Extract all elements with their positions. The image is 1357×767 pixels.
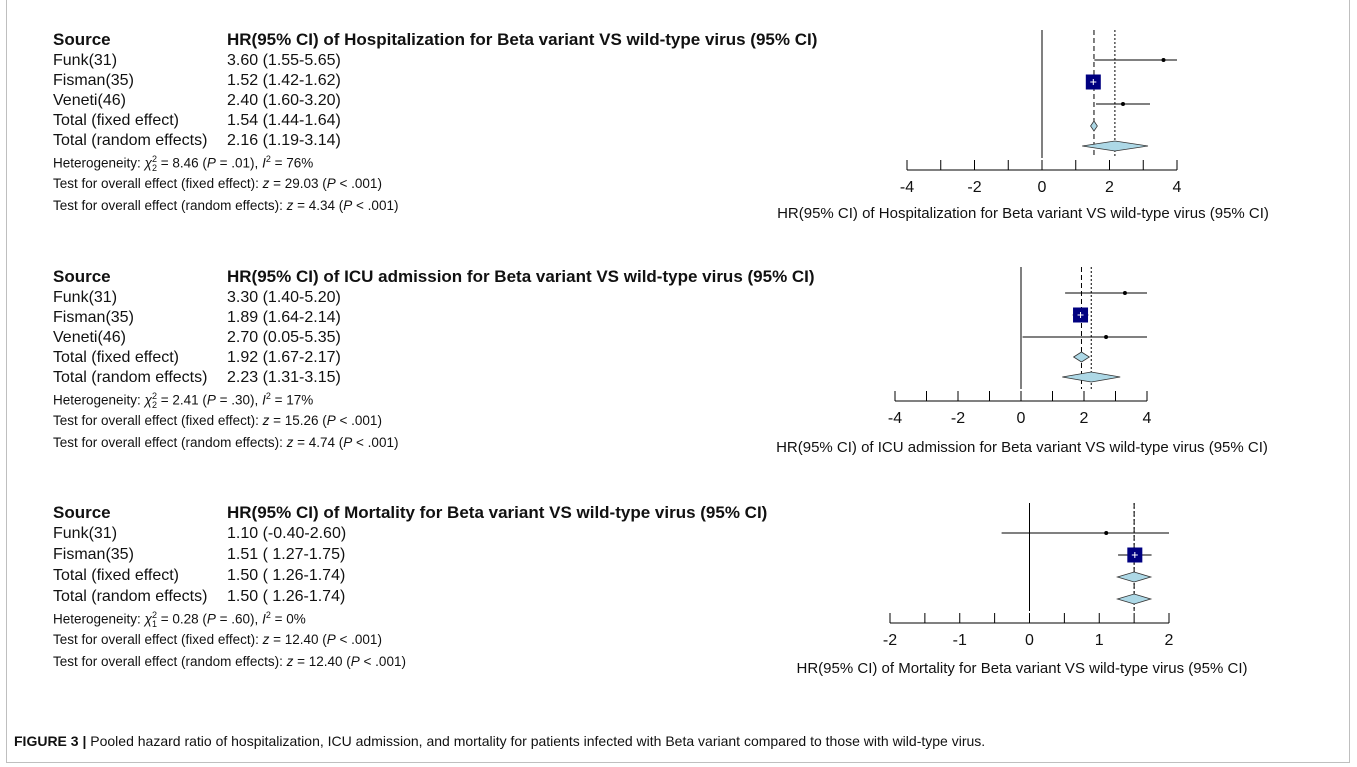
figure-frame xyxy=(6,0,1350,763)
x-tick-label: 0 xyxy=(1025,632,1034,649)
source-header: Source xyxy=(53,30,111,49)
mortality-panel: Source HR(95% CI) of Mortality for Beta … xyxy=(0,503,1357,708)
fixed-total-ci: 1.50 ( 1.26-1.74) xyxy=(227,567,346,584)
forest-plot-svg: -2 -1 0 1 2 xyxy=(883,503,1174,649)
source-header: Source xyxy=(53,267,111,286)
forest-plot: -4 -2 0 2 4 xyxy=(878,267,1298,467)
random-total-name: Total (random effects) xyxy=(53,132,208,149)
random-total-ci: 2.16 (1.19-3.14) xyxy=(227,132,341,149)
study-ci: 2.40 (1.60-3.20) xyxy=(227,92,341,109)
x-tick-label: -4 xyxy=(900,179,914,196)
heterogeneity-stat: Heterogeneity: χ22 = 2.41 (P = .30), I2 … xyxy=(53,391,314,411)
study-ci: 2.70 (0.05-5.35) xyxy=(227,329,341,346)
pooled-diamond xyxy=(1082,140,1149,152)
x-tick-label: 4 xyxy=(1173,179,1182,196)
figure-label: FIGURE 3 | xyxy=(14,733,87,749)
caption-text: Pooled hazard ratio of hospitalization, … xyxy=(86,733,986,749)
figure-caption: FIGURE 3 | Pooled hazard ratio of hospit… xyxy=(14,733,985,749)
fixed-effect-test: Test for overall effect (fixed effect): … xyxy=(53,176,382,191)
pooled-diamond xyxy=(1115,593,1153,605)
random-effects-test: Test for overall effect (random effects)… xyxy=(53,435,399,450)
pooled-diamond xyxy=(1072,351,1091,363)
study-name: Fisman(35) xyxy=(53,72,134,89)
hospitalization-panel: Source HR(95% CI) of Hospitalization for… xyxy=(0,30,1357,235)
random-total-ci: 1.50 ( 1.26-1.74) xyxy=(227,588,346,605)
x-tick-label: -2 xyxy=(883,632,897,649)
pooled-diamond xyxy=(1090,120,1098,132)
fixed-effect-test: Test for overall effect (fixed effect): … xyxy=(53,632,382,647)
x-axis-label: HR(95% CI) of Mortality for Beta variant… xyxy=(796,660,1248,677)
study-name: Veneti(46) xyxy=(53,329,126,346)
panel-title: HR(95% CI) of Mortality for Beta variant… xyxy=(227,503,768,522)
random-total-ci: 2.23 (1.31-3.15) xyxy=(227,369,341,386)
x-tick-label: 2 xyxy=(1080,410,1089,427)
study-ci: 1.89 (1.64-2.14) xyxy=(227,309,341,326)
x-tick-label: 2 xyxy=(1165,632,1174,649)
study-point xyxy=(1161,58,1166,62)
fixed-total-name: Total (fixed effect) xyxy=(53,112,179,129)
study-name: Funk(31) xyxy=(53,289,118,306)
pooled-diamond xyxy=(1062,371,1121,383)
panel-title: HR(95% CI) of ICU admission for Beta var… xyxy=(227,267,815,286)
random-total-name: Total (random effects) xyxy=(53,369,208,386)
study-ci: 3.30 (1.40-5.20) xyxy=(227,289,341,306)
study-name: Funk(31) xyxy=(53,52,118,69)
x-tick-label: -1 xyxy=(953,632,967,649)
x-tick-label: 2 xyxy=(1105,179,1114,196)
forest-plot-svg: -4 -2 0 2 4 xyxy=(900,30,1182,196)
x-axis-label: HR(95% CI) of Hospitalization for Beta v… xyxy=(777,205,1269,222)
x-tick-label: -2 xyxy=(951,410,965,427)
fixed-total-name: Total (fixed effect) xyxy=(53,567,179,584)
pooled-diamond xyxy=(1115,571,1153,583)
fixed-effect-test: Test for overall effect (fixed effect): … xyxy=(53,413,382,428)
heterogeneity-stat: Heterogeneity: χ21 = 0.28 (P = .60), I2 … xyxy=(53,610,306,630)
study-name: Funk(31) xyxy=(53,525,118,542)
fixed-total-ci: 1.54 (1.44-1.64) xyxy=(227,112,341,129)
study-point xyxy=(1122,291,1127,295)
study-name: Fisman(35) xyxy=(53,546,134,563)
forest-plot-svg: -4 -2 0 2 4 xyxy=(888,267,1152,427)
panel-title: HR(95% CI) of Hospitalization for Beta v… xyxy=(227,30,818,49)
random-effects-test: Test for overall effect (random effects)… xyxy=(53,198,399,213)
study-ci: 1.10 (-0.40-2.60) xyxy=(227,525,347,542)
study-ci: 1.52 (1.42-1.62) xyxy=(227,72,341,89)
heterogeneity-stat: Heterogeneity: χ22 = 8.46 (P = .01), I2 … xyxy=(53,154,314,174)
x-tick-label: 0 xyxy=(1038,179,1047,196)
source-header: Source xyxy=(53,503,111,522)
x-axis-label: HR(95% CI) of ICU admission for Beta var… xyxy=(776,439,1268,456)
icu-admission-panel: Source HR(95% CI) of ICU admission for B… xyxy=(0,267,1357,472)
x-tick-label: 4 xyxy=(1143,410,1152,427)
study-point xyxy=(1104,335,1109,339)
x-tick-label: -4 xyxy=(888,410,902,427)
random-total-name: Total (random effects) xyxy=(53,588,208,605)
study-point xyxy=(1121,102,1125,106)
study-point xyxy=(1104,531,1109,535)
study-ci: 3.60 (1.55-5.65) xyxy=(227,52,341,69)
forest-plot: -4 -2 0 2 4 xyxy=(890,30,1310,230)
fixed-total-name: Total (fixed effect) xyxy=(53,349,179,366)
forest-plot: -2 -1 0 1 2 xyxy=(873,503,1293,703)
study-name: Fisman(35) xyxy=(53,309,134,326)
study-name: Veneti(46) xyxy=(53,92,126,109)
study-ci: 1.51 ( 1.27-1.75) xyxy=(227,546,346,563)
x-tick-label: 0 xyxy=(1017,410,1026,427)
x-tick-label: -2 xyxy=(967,179,981,196)
fixed-total-ci: 1.92 (1.67-2.17) xyxy=(227,349,341,366)
random-effects-test: Test for overall effect (random effects)… xyxy=(53,654,406,669)
x-tick-label: 1 xyxy=(1095,632,1104,649)
